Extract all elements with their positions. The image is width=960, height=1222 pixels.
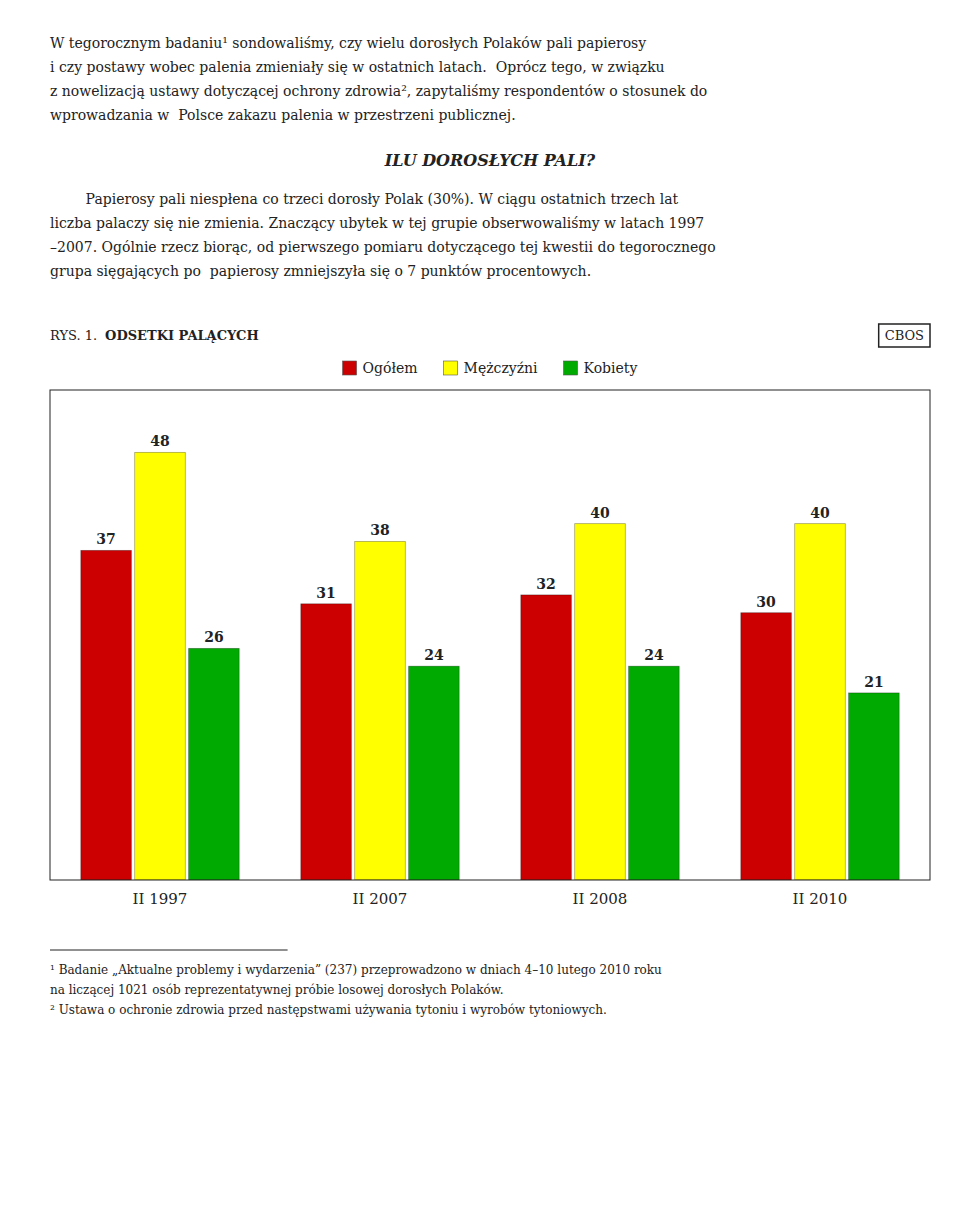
- data-label: 40: [810, 505, 830, 521]
- bar: [521, 595, 572, 880]
- data-label: 38: [370, 522, 389, 538]
- legend-label: Ogółem: [363, 360, 418, 376]
- legend-swatch: [343, 361, 357, 375]
- paragraph-line: –2007. Ogólnie rzecz biorąc, od pierwsze…: [50, 239, 716, 255]
- bar: [795, 524, 846, 880]
- chart-title: RYS. 1. ODSETKI PALĄCYCH: [50, 328, 259, 343]
- data-label: 48: [150, 433, 169, 449]
- bar: [301, 604, 352, 880]
- bars: [81, 452, 899, 880]
- paragraph-line: z nowelizacją ustawy dotyczącej ochrony …: [50, 83, 707, 99]
- section-heading: ILU DOROSŁYCH PALI?: [384, 151, 596, 170]
- bar: [81, 550, 132, 880]
- x-tick-label: II 2010: [793, 890, 848, 908]
- data-labels: 37 31 32 30 48 38 40 40 26 24 24 21: [96, 433, 883, 690]
- footnote: ¹ Badanie „Aktualne problemy i wydarzeni…: [50, 963, 662, 977]
- data-label: 24: [424, 647, 444, 663]
- bar: [135, 452, 186, 880]
- legend-swatch: [564, 361, 578, 375]
- bar: [409, 666, 460, 880]
- data-label: 21: [864, 674, 883, 690]
- data-label: 32: [536, 576, 555, 592]
- footnote: ² Ustawa o ochronie zdrowia przed następ…: [50, 1003, 607, 1017]
- footnote-separator: [50, 950, 288, 951]
- chart-title-text: ODSETKI PALĄCYCH: [105, 328, 259, 343]
- data-label: 31: [316, 585, 335, 601]
- data-label: 30: [756, 594, 776, 610]
- x-tick-label: II 1997: [133, 890, 188, 908]
- bar: [741, 613, 792, 880]
- paragraph-line: i czy postawy wobec palenia zmieniały si…: [50, 59, 665, 75]
- bar: [849, 693, 900, 880]
- legend-swatch: [444, 361, 458, 375]
- chart-title-prefix: RYS. 1.: [50, 328, 97, 343]
- bar: [575, 524, 626, 880]
- paragraph-line: wprowadzania w Polsce zakazu palenia w p…: [50, 107, 516, 123]
- data-label: 24: [644, 647, 664, 663]
- data-label: 40: [590, 505, 610, 521]
- legend-label: Mężczyźni: [464, 360, 539, 376]
- source-box: [879, 324, 930, 347]
- legend-label: Kobiety: [584, 360, 638, 376]
- data-label: 26: [204, 629, 223, 645]
- bar: [189, 648, 240, 880]
- x-tick-label: II 2008: [573, 890, 628, 908]
- paragraph-line: liczba palaczy się nie zmienia. Znaczący…: [50, 215, 704, 231]
- background: [0, 0, 960, 1222]
- x-tick-label: II 2007: [353, 890, 408, 908]
- footnote: na liczącej 1021 osób reprezentatywnej p…: [50, 983, 503, 997]
- legend: Ogółem Mężczyźni Kobiety: [343, 360, 638, 376]
- paragraph-line: grupa sięgających po papierosy zmniejszy…: [50, 263, 591, 279]
- bar: [355, 541, 406, 880]
- source-label: CBOS: [885, 328, 924, 343]
- page: W tegorocznym badaniu¹ sondowaliśmy, czy…: [0, 0, 960, 1222]
- paragraph-line: W tegorocznym badaniu¹ sondowaliśmy, czy…: [50, 35, 646, 51]
- plot-frame: [50, 390, 930, 880]
- paragraph-line: Papierosy pali niespłena co trzeci doros…: [50, 191, 679, 207]
- data-label: 37: [96, 531, 115, 547]
- bar: [629, 666, 680, 880]
